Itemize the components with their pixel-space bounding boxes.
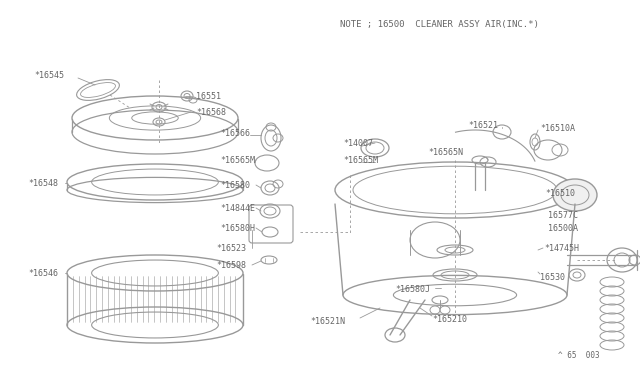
Text: *16521N: *16521N <box>310 317 345 327</box>
Text: *16566: *16566 <box>220 128 250 138</box>
Text: *16565N: *16565N <box>428 148 463 157</box>
Text: ^ 65  003: ^ 65 003 <box>558 350 600 359</box>
Text: *16510: *16510 <box>545 189 575 198</box>
Text: *14007: *14007 <box>343 138 373 148</box>
Ellipse shape <box>553 179 597 211</box>
Text: *165210: *165210 <box>432 315 467 324</box>
Text: *16523: *16523 <box>216 244 246 253</box>
Text: *16598: *16598 <box>216 260 246 269</box>
Text: *16565M: *16565M <box>343 155 378 164</box>
Text: *16565M: *16565M <box>220 155 255 164</box>
Text: *14745H: *14745H <box>544 244 579 253</box>
Text: 16551: 16551 <box>196 92 221 100</box>
Text: *16546: *16546 <box>28 269 58 278</box>
Text: *16545: *16545 <box>34 71 64 80</box>
Text: *16568: *16568 <box>196 108 226 116</box>
Text: *16580J: *16580J <box>395 285 430 295</box>
Text: 16500A: 16500A <box>548 224 578 232</box>
Text: 16577C: 16577C <box>548 211 578 219</box>
Text: *16580H: *16580H <box>220 224 255 232</box>
Text: *14844E: *14844E <box>220 203 255 212</box>
Text: *16548: *16548 <box>28 179 58 187</box>
Text: *16521: *16521 <box>468 121 498 129</box>
Text: 16530: 16530 <box>540 273 565 282</box>
Text: *16580: *16580 <box>220 180 250 189</box>
Text: *16510A: *16510A <box>540 124 575 132</box>
Text: NOTE ; 16500  CLEANER ASSY AIR(INC.*): NOTE ; 16500 CLEANER ASSY AIR(INC.*) <box>340 19 539 29</box>
